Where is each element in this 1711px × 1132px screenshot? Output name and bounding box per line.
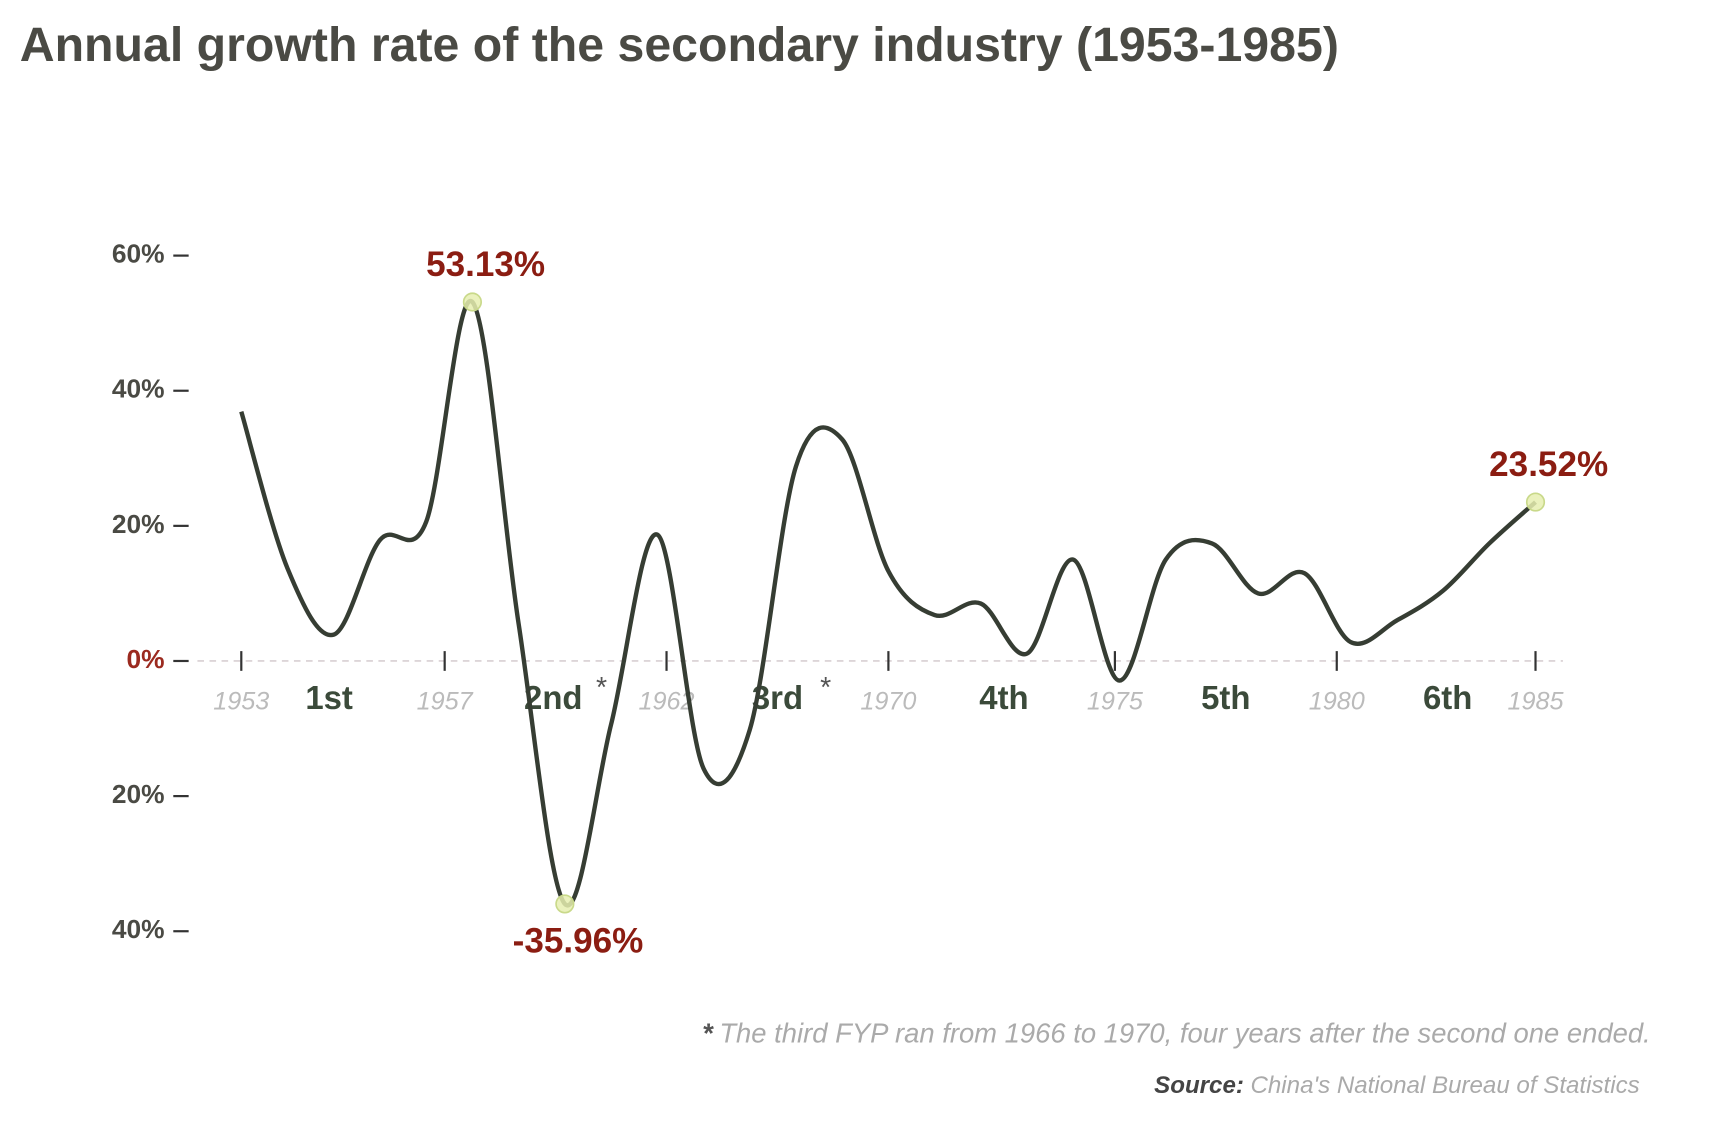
value-label: 53.13% <box>426 245 545 284</box>
x-tick-label: 1957 <box>417 687 474 715</box>
period-label: 4th <box>979 679 1028 716</box>
footnote: * The third FYP ran from 1966 to 1970, fo… <box>702 1018 1651 1049</box>
chart-title: Annual growth rate of the secondary indu… <box>20 18 1339 72</box>
period-label: 1st <box>305 679 353 716</box>
y-tick-label: 20% <box>112 779 165 809</box>
source-label: Source: <box>1154 1072 1244 1099</box>
period-label: 6th <box>1423 679 1472 716</box>
period-label: 5th <box>1201 679 1250 716</box>
period-label: 2nd <box>524 679 582 716</box>
y-tick-label: 20% <box>112 509 165 539</box>
x-tick-label: 1962 <box>638 687 694 715</box>
y-tick-label: 40% <box>112 374 165 404</box>
y-tick-label: 0% <box>126 644 164 674</box>
line <box>239 298 1537 908</box>
x-tick-label: 1975 <box>1087 687 1144 715</box>
value-label: -35.96% <box>513 922 644 961</box>
highlight-point <box>1525 492 1546 512</box>
y-tick-label: 40% <box>112 914 165 944</box>
x-tick-label: 1980 <box>1309 687 1365 715</box>
period-mark: * <box>596 672 607 704</box>
x-tick-label: 1953 <box>213 687 269 715</box>
period-mark: * <box>820 672 831 704</box>
source-text: China's National Bureau of Statistics <box>1250 1072 1639 1099</box>
highlight-point <box>555 894 575 914</box>
footnote-text: The third FYP ran from 1966 to 1970, fou… <box>719 1018 1650 1049</box>
x-tick-label: 1970 <box>860 687 916 715</box>
highlight-point <box>462 292 483 312</box>
x-tick-label: 1985 <box>1507 687 1564 715</box>
value-label: 23.52% <box>1489 445 1608 484</box>
y-tick-label: 60% <box>112 239 165 269</box>
footnote-mark: * <box>702 1018 714 1049</box>
source: Source: China's National Bureau of Statis… <box>1154 1072 1640 1099</box>
